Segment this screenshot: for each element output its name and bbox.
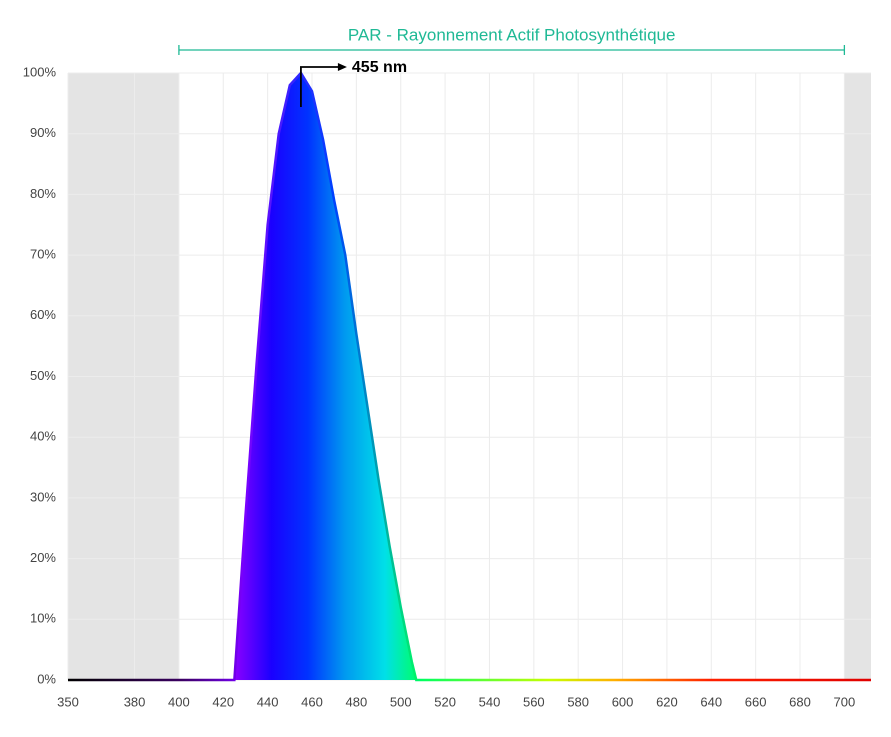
x-tick-label: 400 [168,694,190,709]
x-tick-label: 560 [523,694,545,709]
x-tick-label: 540 [479,694,501,709]
x-tick-label: 420 [212,694,234,709]
bracket-label: PAR - Rayonnement Actif Photosynthétique [348,25,676,44]
x-tick-label: 350 [57,694,79,709]
y-tick-label: 10% [30,611,56,626]
annotation-label: 455 nm [352,59,407,76]
x-tick-label: 500 [390,694,412,709]
annotation-arrow [300,66,339,107]
x-tick-label: 520 [434,694,456,709]
y-tick-label: 40% [30,429,56,444]
x-tick-label: 620 [656,694,678,709]
y-tick-label: 80% [30,186,56,201]
x-tick-label: 440 [257,694,279,709]
y-tick-label: 0% [37,671,56,686]
x-tick-label: 460 [301,694,323,709]
y-tick-label: 50% [30,368,56,383]
y-tick-label: 20% [30,550,56,565]
y-tick-label: 100% [23,64,57,79]
x-tick-label: 640 [700,694,722,709]
x-tick-label: 700 [834,694,856,709]
y-tick-label: 70% [30,247,56,262]
x-tick-label: 680 [789,694,811,709]
x-tick-label: 380 [124,694,146,709]
x-tick-label: 660 [745,694,767,709]
x-tick-label: 580 [567,694,589,709]
y-tick-label: 30% [30,489,56,504]
y-tick-label: 90% [30,125,56,140]
spectrum-line [68,70,871,682]
x-tick-label: 600 [612,694,634,709]
arrow-head [337,63,347,71]
x-tick-label: 480 [346,694,368,709]
y-tick-label: 60% [30,307,56,322]
